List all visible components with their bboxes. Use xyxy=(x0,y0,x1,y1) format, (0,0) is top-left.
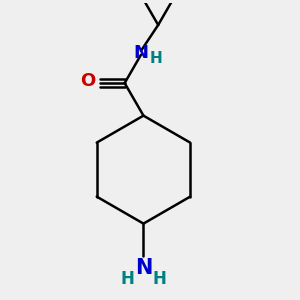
Text: N: N xyxy=(135,258,152,278)
Text: H: H xyxy=(149,50,162,65)
Text: H: H xyxy=(152,270,166,288)
Text: O: O xyxy=(80,72,96,90)
Text: N: N xyxy=(134,44,148,62)
Text: H: H xyxy=(121,270,135,288)
